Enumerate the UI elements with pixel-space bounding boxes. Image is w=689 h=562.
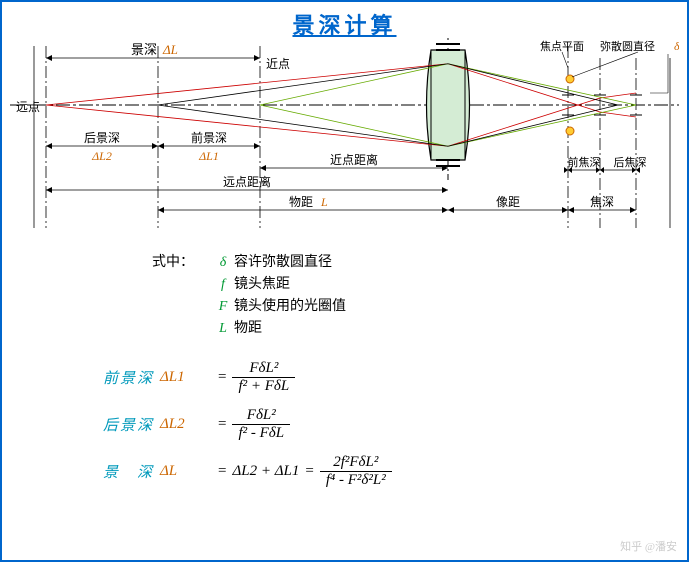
watermark: 知乎 @潘安	[620, 538, 677, 554]
legend-sym: f	[212, 274, 234, 296]
svg-text:近点: 近点	[266, 57, 290, 71]
legend-sym: L	[212, 318, 234, 340]
svg-text:近点距离: 近点距离	[330, 152, 378, 167]
svg-text:焦深: 焦深	[590, 195, 614, 209]
legend-txt: 物距	[234, 318, 262, 340]
svg-text:L: L	[320, 195, 328, 209]
formula-total-dof: 景 深 ΔL = ΔL2 + ΔL1 = 2f²FδL²f⁴ - F²δ²L²	[92, 454, 392, 489]
svg-text:焦点平面: 焦点平面	[540, 40, 584, 53]
optical-diagram: 焦点平面 弥散圆直径 δ 景深 ΔL 近点远点后景深 ΔL2 前景深 ΔL1 近点距离远点距离物距…	[10, 38, 679, 238]
svg-text:ΔL1: ΔL1	[198, 149, 219, 163]
legend-block: 式中： δ 容许弥散圆直径 f 镜头焦距 F 镜头使用的光圈值 L 物距	[152, 252, 346, 340]
formulas-block: 前景深 ΔL1 = FδL²f² + FδL 后景深 ΔL2 = FδL²f² …	[92, 360, 392, 501]
legend-txt: 镜头使用的光圈值	[234, 296, 346, 318]
svg-text:景深: 景深	[131, 42, 157, 57]
svg-text:远点: 远点	[16, 100, 40, 114]
svg-text:后焦深: 后焦深	[614, 156, 647, 169]
svg-text:后景深: 后景深	[84, 131, 120, 145]
svg-text:物距: 物距	[289, 195, 313, 209]
legend-header: 式中：	[152, 252, 212, 274]
formula-front-dof: 前景深 ΔL1 = FδL²f² + FδL	[92, 360, 392, 395]
legend-sym: δ	[212, 252, 234, 274]
legend-txt: 镜头焦距	[234, 274, 290, 296]
page-title: 景深计算	[2, 8, 687, 40]
legend-sym: F	[212, 296, 234, 318]
formula-back-dof: 后景深 ΔL2 = FδL²f² - FδL	[92, 407, 392, 442]
svg-text:远点距离: 远点距离	[223, 174, 271, 189]
svg-text:ΔL: ΔL	[162, 42, 178, 57]
svg-text:前焦深: 前焦深	[568, 155, 601, 169]
legend-txt: 容许弥散圆直径	[234, 252, 332, 274]
svg-text:弥散圆直径: 弥散圆直径	[600, 39, 655, 53]
svg-text:ΔL2: ΔL2	[91, 149, 112, 163]
svg-text:前景深: 前景深	[191, 130, 227, 145]
svg-text:δ: δ	[674, 39, 679, 53]
svg-text:像距: 像距	[496, 195, 520, 209]
